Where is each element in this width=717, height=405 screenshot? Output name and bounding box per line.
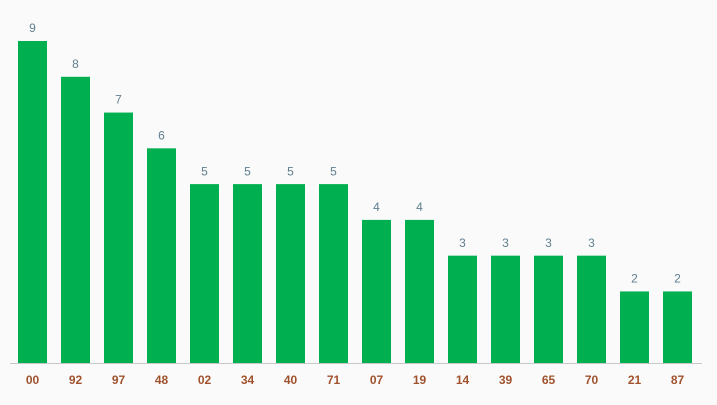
x-tick-label: 87 [671,373,685,387]
value-label: 2 [674,272,681,286]
bar [61,76,90,364]
x-tick-label: 40 [284,373,298,387]
x-tick-label: 02 [198,373,212,387]
bar [276,184,305,363]
value-label: 5 [201,164,208,178]
x-tick-label: 48 [155,373,169,387]
bar [577,255,606,363]
bar [104,112,133,363]
value-label: 3 [545,236,552,250]
x-tick-label: 92 [69,373,83,387]
x-tick-label: 39 [499,373,513,387]
bar [405,219,434,363]
value-label: 3 [588,236,595,250]
x-tick-label: 07 [370,373,384,387]
bar [18,41,47,363]
value-label: 3 [459,236,466,250]
x-tick-label: 97 [112,373,126,387]
value-label: 7 [115,93,122,107]
bar [491,255,520,363]
value-label: 6 [158,129,165,143]
bar [319,184,348,363]
value-label: 5 [244,164,251,178]
x-tick-label: 21 [628,373,642,387]
bar [620,291,649,363]
value-label: 4 [373,200,380,214]
x-tick-label: 65 [542,373,556,387]
bar [190,184,219,363]
value-label: 2 [631,272,638,286]
value-label: 3 [502,236,509,250]
value-label: 5 [330,164,337,178]
value-label: 9 [29,21,36,35]
value-label: 4 [416,200,423,214]
x-tick-label: 34 [241,373,255,387]
bar [233,184,262,363]
x-tick-label: 70 [585,373,599,387]
value-label: 5 [287,164,294,178]
x-tick-label: 71 [327,373,341,387]
x-tick-label: 00 [26,373,40,387]
bar [534,255,563,363]
bar [362,219,391,363]
x-tick-label: 14 [456,373,470,387]
x-tick-label: 19 [413,373,427,387]
value-label: 8 [72,57,79,71]
bar [448,255,477,363]
bar [663,291,692,363]
bar [147,148,176,363]
